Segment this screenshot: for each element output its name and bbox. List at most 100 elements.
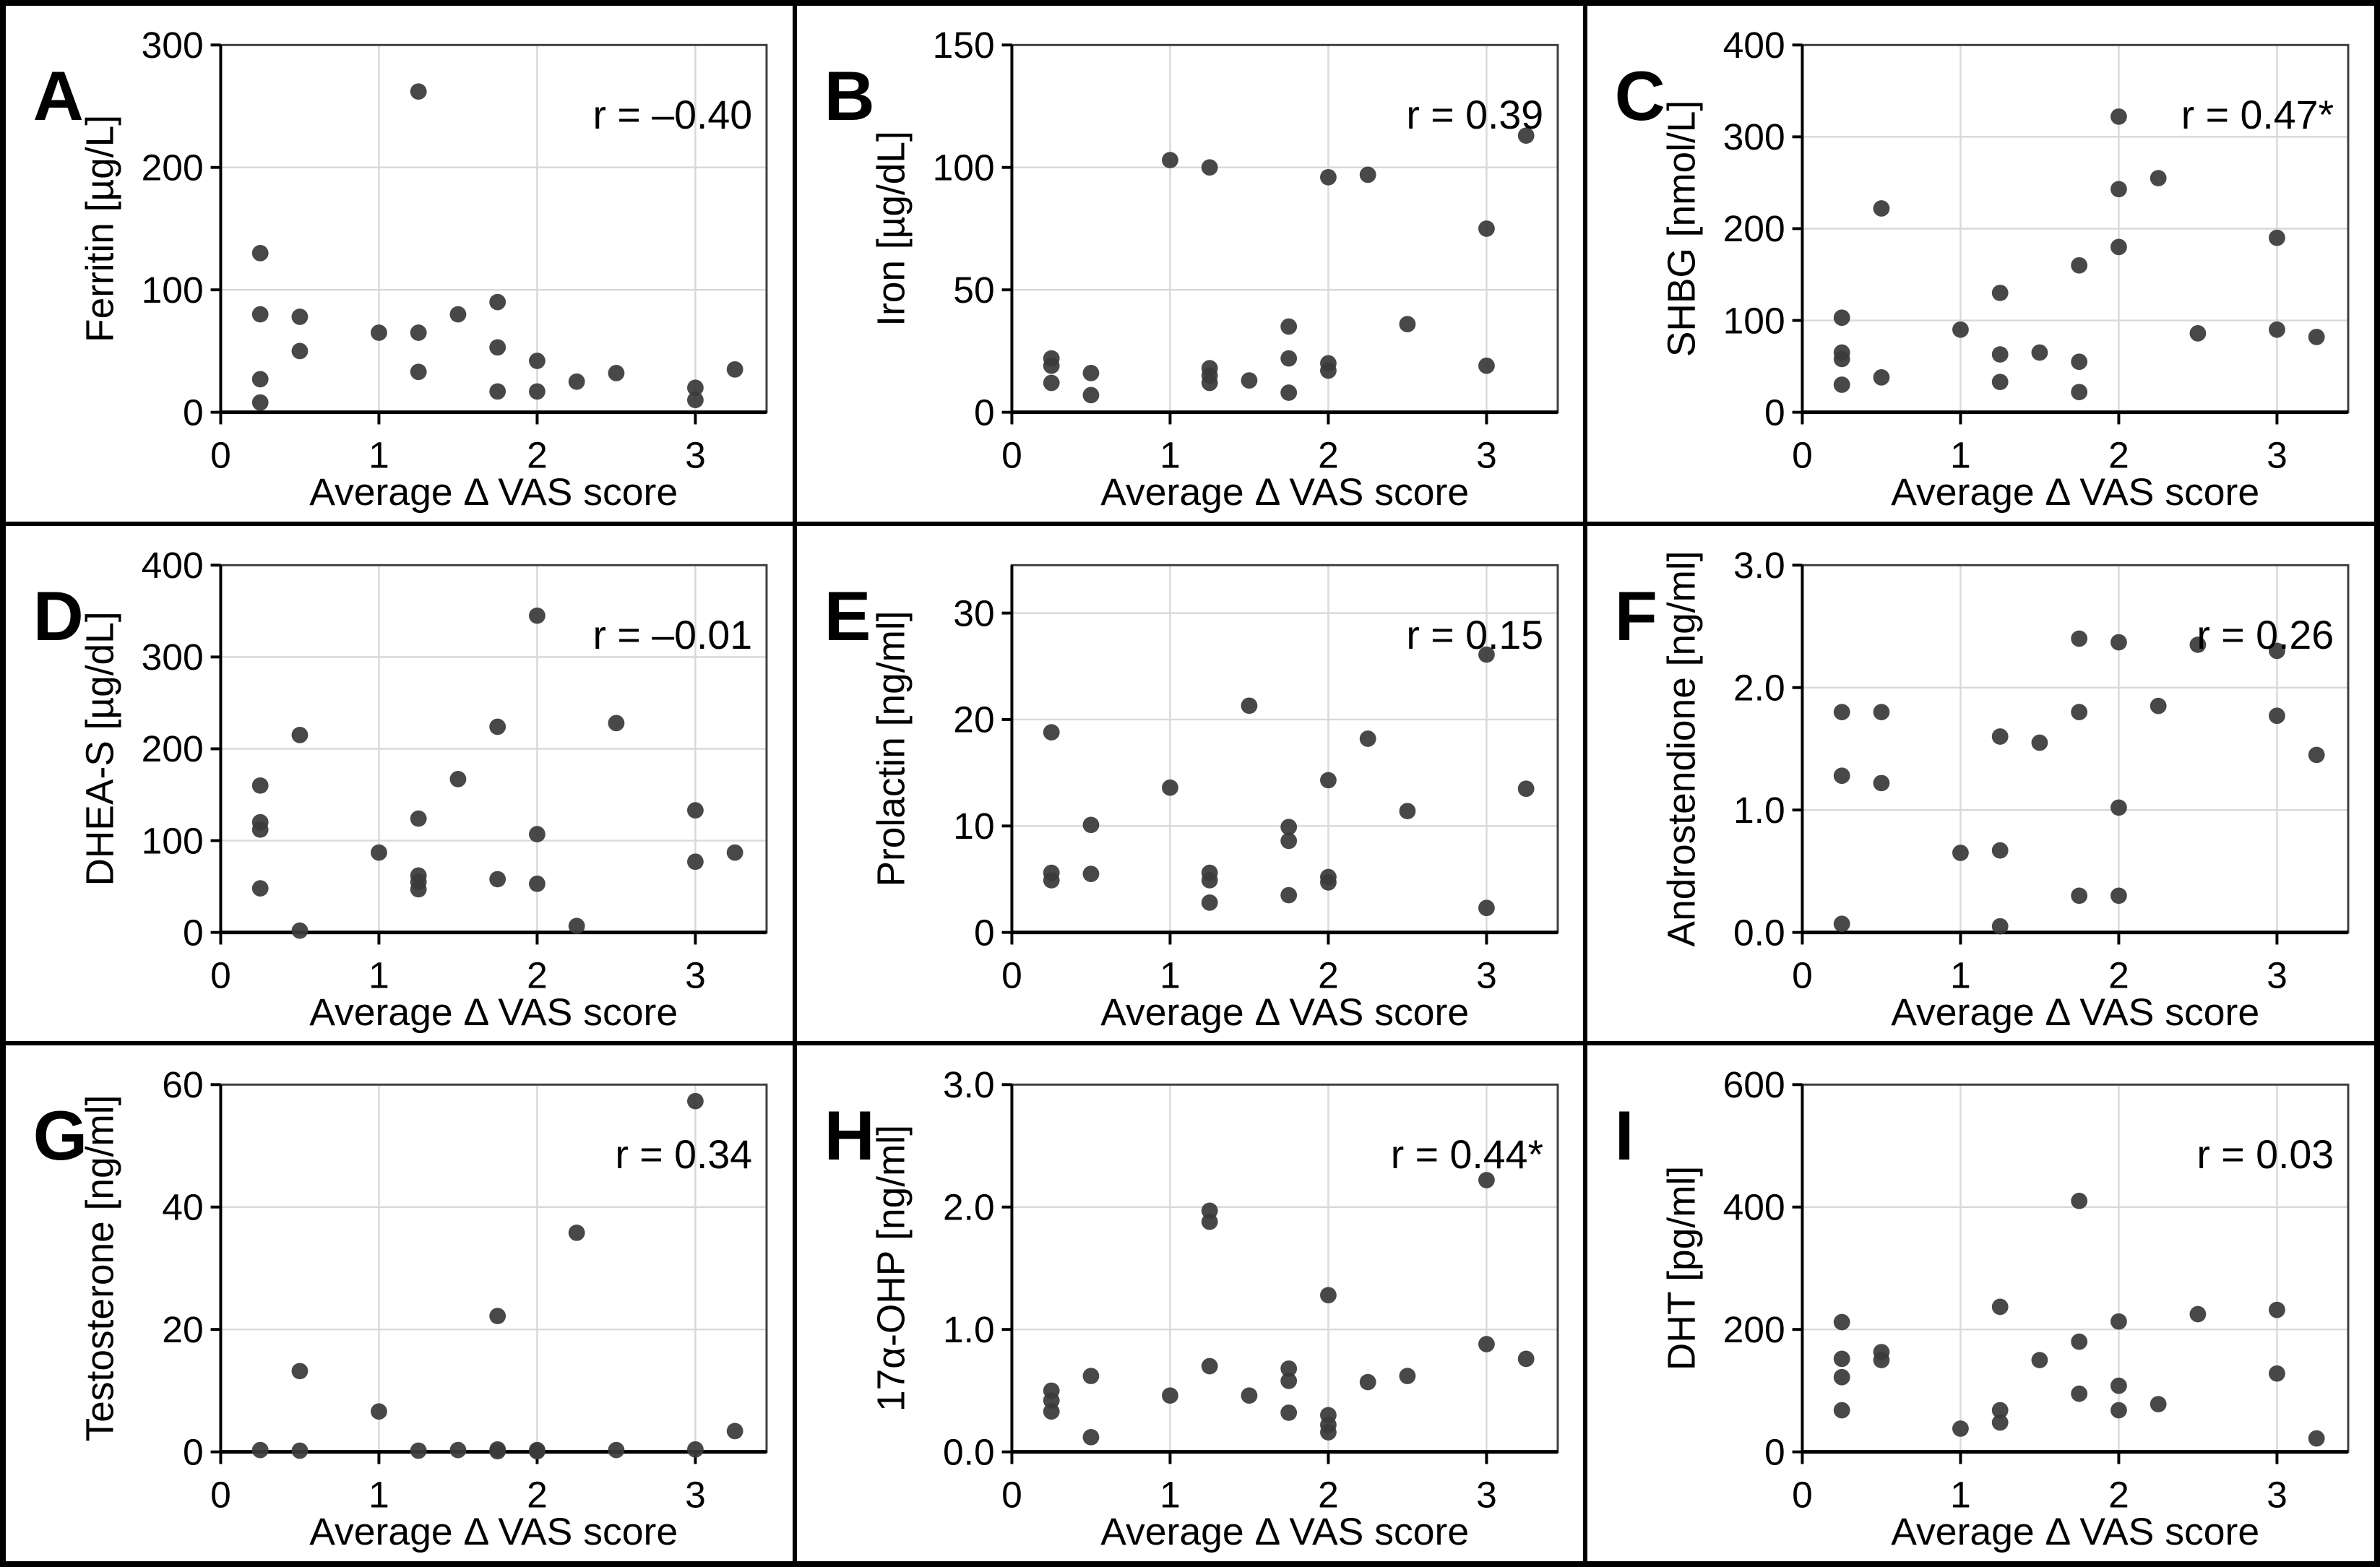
y-tick-label: 2.0 — [943, 1186, 995, 1228]
data-point — [2308, 746, 2325, 763]
data-point — [529, 607, 546, 624]
data-point — [1319, 772, 1337, 788]
data-point — [726, 1423, 743, 1440]
x-tick-label: 3 — [685, 1474, 706, 1516]
data-point — [1873, 1352, 1890, 1369]
data-point — [687, 853, 704, 870]
y-tick-label: 200 — [1723, 1308, 1785, 1350]
data-point — [1319, 1424, 1337, 1441]
data-point — [489, 1443, 506, 1460]
data-point — [1280, 886, 1297, 904]
data-point — [2308, 329, 2325, 345]
data-point — [2071, 1193, 2088, 1209]
x-tick-label: 2 — [2108, 434, 2129, 476]
panel-E: 0 1 2 3 0 10 20 30 r = 0.15 E Prolactin [ng/ml] Ave… — [794, 523, 1586, 1044]
x-tick-label: 3 — [1476, 1474, 1497, 1516]
x-tick-label: 3 — [1476, 954, 1497, 996]
x-tick-label: 1 — [1950, 434, 1971, 476]
y-tick-label: 0 — [183, 911, 204, 953]
x-tick-label: 2 — [1318, 954, 1339, 996]
y-axis-label: DHT [pg/ml] — [1661, 1166, 1704, 1370]
y-tick-label: 0 — [974, 392, 995, 433]
data-point — [2269, 1365, 2286, 1382]
data-point — [410, 881, 427, 897]
x-tick-label: 0 — [1792, 954, 1813, 996]
data-point — [1834, 1350, 1850, 1368]
panel-G: 0 1 2 3 0 20 40 60 r = 0.34 G Testosterone [ng/ml]… — [4, 1043, 795, 1563]
y-tick-label: 0 — [974, 911, 995, 953]
x-tick-label: 2 — [527, 434, 548, 476]
data-point — [1992, 1298, 2009, 1316]
y-axis-label: Prolactin [ng/ml] — [870, 610, 913, 886]
y-tick-label: 0 — [183, 1431, 204, 1473]
panel-D: 0 1 2 3 0 100 200 300 400 r = –0.01 D DHEA-S [µg/dL… — [4, 523, 795, 1044]
x-tick-label: 3 — [685, 434, 706, 476]
data-point — [1280, 350, 1297, 367]
y-tick-label: 100 — [142, 819, 204, 861]
x-tick-label: 2 — [2108, 1474, 2129, 1516]
data-point — [1043, 357, 1060, 374]
data-point — [1478, 1336, 1495, 1353]
y-axis-label: SHBG [nmol/L] — [1661, 100, 1704, 357]
x-tick-label: 1 — [1950, 1474, 1971, 1516]
data-point — [1359, 730, 1376, 747]
data-point — [1834, 350, 1850, 368]
data-point — [251, 371, 269, 388]
data-point — [726, 361, 743, 378]
data-point — [251, 777, 269, 794]
data-point — [1992, 918, 2009, 935]
data-point — [1834, 767, 1850, 784]
data-point — [2031, 344, 2048, 361]
data-point — [2110, 108, 2128, 125]
y-tick-label: 300 — [142, 24, 204, 66]
data-point — [1043, 723, 1060, 741]
data-point — [1201, 1214, 1218, 1230]
data-point — [371, 324, 387, 341]
y-tick-label: 10 — [953, 805, 994, 847]
x-tick-label: 0 — [1792, 1474, 1813, 1516]
scatter-plot-F: 0 1 2 3 0.0 1.0 2.0 3.0 r = 0.26 F Androstendione … — [1615, 544, 2350, 1034]
data-point — [1992, 285, 2009, 301]
data-point — [1280, 318, 1297, 335]
data-point — [1241, 697, 1257, 714]
data-point — [1517, 127, 1535, 144]
data-point — [2269, 321, 2286, 338]
data-point — [489, 871, 506, 887]
data-point — [1241, 1387, 1257, 1404]
data-point — [1280, 1373, 1297, 1390]
panel-letter: B — [824, 56, 874, 135]
x-tick-label: 1 — [1160, 1474, 1181, 1516]
y-axis-label: Androstendione [ng/ml] — [1661, 551, 1704, 946]
y-tick-label: 20 — [162, 1308, 203, 1350]
data-point — [1280, 384, 1297, 401]
data-point — [2071, 353, 2088, 371]
data-point — [291, 342, 309, 360]
x-tick-label: 1 — [1160, 954, 1181, 996]
data-point — [687, 1441, 704, 1458]
data-point — [2071, 703, 2088, 720]
y-tick-label: 0.0 — [1733, 911, 1785, 953]
data-point — [410, 1442, 427, 1459]
y-tick-label: 2.0 — [1733, 666, 1785, 708]
r-value-label: r = –0.40 — [592, 92, 752, 137]
data-point — [2110, 799, 2128, 816]
data-point — [1873, 703, 1890, 720]
data-point — [1319, 873, 1337, 891]
data-point — [2110, 181, 2128, 198]
data-point — [2071, 1334, 2088, 1350]
r-value-label: r = 0.39 — [1406, 92, 1543, 137]
panel-letter: G — [33, 1096, 88, 1175]
data-point — [291, 922, 309, 939]
y-tick-label: 40 — [162, 1186, 203, 1228]
data-point — [1834, 1402, 1850, 1419]
data-point — [2269, 1302, 2286, 1318]
x-tick-label: 2 — [2108, 954, 2129, 996]
x-axis-label: Average Δ VAS score — [1100, 471, 1469, 514]
data-point — [291, 1363, 309, 1380]
x-tick-label: 3 — [685, 954, 706, 996]
data-point — [489, 383, 506, 400]
